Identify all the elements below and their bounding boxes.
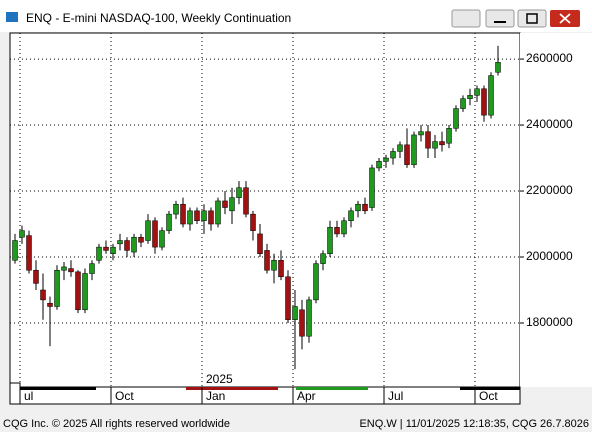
candle-body bbox=[285, 276, 291, 320]
candle-body bbox=[446, 128, 452, 144]
y-tick-label: 1800000 bbox=[526, 315, 573, 329]
window-title: ENQ - E-mini NASDAQ-100, Weekly Continua… bbox=[26, 11, 291, 25]
candle-body bbox=[75, 271, 81, 311]
candle-body bbox=[327, 227, 333, 254]
candle-body bbox=[117, 240, 123, 245]
candle-body bbox=[166, 213, 172, 231]
year-label: 2025 bbox=[206, 372, 233, 386]
candle-body bbox=[390, 151, 396, 159]
candle-body bbox=[418, 131, 424, 136]
candle-body bbox=[187, 210, 193, 225]
candle-body bbox=[173, 203, 179, 215]
candle-body bbox=[411, 134, 417, 165]
x-tick-label: ul bbox=[24, 389, 33, 403]
candle-body bbox=[334, 227, 340, 235]
candle-body bbox=[19, 230, 25, 238]
link-button[interactable] bbox=[451, 9, 481, 28]
candle-body bbox=[278, 260, 284, 278]
candle-body bbox=[201, 210, 207, 221]
x-tick-label: Oct bbox=[479, 389, 498, 403]
candle-body bbox=[432, 141, 438, 149]
candle-body bbox=[138, 236, 144, 243]
candle-body bbox=[145, 220, 151, 241]
x-tick-label: Jul bbox=[388, 389, 403, 403]
candle-body bbox=[425, 131, 431, 149]
candle-body bbox=[264, 250, 270, 271]
candle-body bbox=[306, 299, 312, 337]
plot-area bbox=[9, 32, 521, 388]
minimize-button[interactable] bbox=[485, 9, 515, 28]
candle-body bbox=[26, 235, 32, 271]
candle-body bbox=[243, 187, 249, 215]
candle-body bbox=[313, 263, 319, 301]
candle-body bbox=[460, 98, 466, 109]
candle-body bbox=[383, 157, 389, 162]
candle-body bbox=[320, 253, 326, 264]
candle-body bbox=[397, 144, 403, 152]
candle-body bbox=[131, 236, 137, 253]
status-right: ENQ.W | 11/01/2025 12:18:35, CQG 26.7.80… bbox=[359, 418, 589, 430]
candle-body bbox=[439, 141, 445, 146]
candle-body bbox=[453, 108, 459, 129]
app-icon bbox=[6, 12, 18, 22]
candle-body bbox=[82, 273, 88, 311]
status-left: CQG Inc. © 2025 All rights reserved worl… bbox=[3, 418, 230, 430]
candle-body bbox=[33, 269, 39, 284]
candle-body bbox=[215, 200, 221, 225]
x-tick-label: Oct bbox=[115, 389, 134, 403]
candle-body bbox=[96, 246, 102, 261]
candle-body bbox=[12, 240, 18, 261]
candle-body bbox=[404, 144, 410, 165]
candle-body bbox=[250, 213, 256, 231]
y-tick-label: 2600000 bbox=[526, 51, 573, 65]
candle-body bbox=[488, 75, 494, 116]
candle-body bbox=[299, 309, 305, 337]
y-tick-label: 2000000 bbox=[526, 249, 573, 263]
candle-body bbox=[68, 268, 74, 273]
candle-body bbox=[257, 233, 263, 254]
candle-body bbox=[194, 210, 200, 221]
candle-body bbox=[229, 197, 235, 212]
candle-body bbox=[481, 88, 487, 116]
candle-body bbox=[236, 187, 242, 198]
candle-body bbox=[159, 230, 165, 248]
price-axis bbox=[520, 33, 592, 387]
candle-body bbox=[152, 220, 158, 248]
candle-body bbox=[369, 167, 375, 208]
candle-body bbox=[40, 289, 46, 301]
candle-body bbox=[180, 203, 186, 225]
candle-body bbox=[474, 88, 480, 96]
close-icon bbox=[559, 13, 571, 24]
candle-body bbox=[54, 269, 60, 307]
scroll-handle[interactable] bbox=[9, 382, 21, 405]
candle-body bbox=[467, 95, 473, 99]
candle-body bbox=[208, 210, 214, 225]
y-tick-label: 2400000 bbox=[526, 117, 573, 131]
maximize-icon bbox=[526, 13, 538, 24]
candle-body bbox=[61, 266, 67, 271]
status-bar bbox=[0, 414, 592, 432]
candle-body bbox=[362, 203, 368, 212]
candle-body bbox=[495, 62, 501, 73]
x-tick-label: Jan bbox=[206, 389, 225, 403]
candle-body bbox=[292, 306, 298, 320]
candle-body bbox=[124, 240, 130, 251]
candle-body bbox=[110, 246, 116, 254]
y-tick-label: 2200000 bbox=[526, 183, 573, 197]
candle-body bbox=[341, 220, 347, 235]
candle-body bbox=[376, 161, 382, 169]
candle-body bbox=[222, 200, 228, 208]
candle-body bbox=[89, 263, 95, 274]
x-tick-label: Apr bbox=[297, 389, 316, 403]
candle-body bbox=[47, 302, 53, 307]
candle-body bbox=[355, 203, 361, 212]
candle-body bbox=[348, 210, 354, 221]
maximize-button[interactable] bbox=[517, 9, 547, 28]
candle-body bbox=[271, 260, 277, 271]
candle-body bbox=[103, 246, 109, 251]
